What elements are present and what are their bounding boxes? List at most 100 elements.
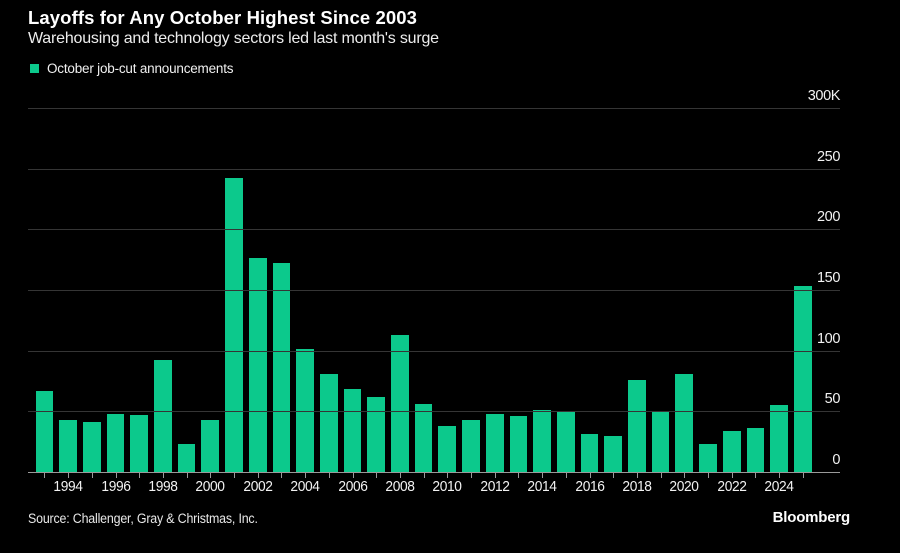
- x-tick-2008: [399, 473, 401, 478]
- x-axis-label-2016: 2016: [574, 479, 605, 495]
- x-tick-2018: [636, 473, 638, 478]
- bar-2004[interactable]: [296, 349, 314, 472]
- x-axis-label-2012: 2012: [480, 479, 510, 495]
- bar-2001[interactable]: [225, 178, 243, 472]
- bar-2025[interactable]: [793, 286, 812, 472]
- bar-1998[interactable]: [154, 360, 172, 472]
- bar-2012[interactable]: [485, 413, 504, 472]
- bar-2015[interactable]: [556, 411, 575, 472]
- gridline-50: [28, 411, 840, 413]
- bar-2000[interactable]: [201, 419, 220, 472]
- x-tick-2004: [305, 473, 307, 478]
- x-tick-2021: [708, 473, 709, 478]
- x-axis-label-2010: 2010: [432, 479, 463, 495]
- y-axis-label-100: 100: [817, 330, 840, 347]
- x-tick-2009: [423, 473, 425, 478]
- bar-2006[interactable]: [343, 389, 362, 472]
- bar-1999[interactable]: [177, 444, 196, 472]
- x-axis-label-2000: 2000: [195, 479, 226, 495]
- gridline-200: [28, 229, 840, 231]
- x-tick-2011: [471, 473, 472, 478]
- x-axis-label-2022: 2022: [717, 479, 747, 495]
- bar-2016[interactable]: [580, 434, 599, 472]
- bar-2020[interactable]: [675, 373, 694, 472]
- legend-label: October job-cut announcements: [47, 61, 234, 76]
- y-axis-label-50: 50: [824, 391, 841, 408]
- bar-1997[interactable]: [130, 414, 149, 472]
- x-axis-label-2006: 2006: [337, 479, 368, 495]
- bar-2023[interactable]: [746, 428, 765, 472]
- y-axis-label-300: 300K: [807, 88, 841, 104]
- x-tick-2010: [447, 473, 449, 478]
- x-tick-2006: [352, 473, 354, 478]
- y-axis-label-150: 150: [817, 270, 840, 286]
- bloomberg-logo: Bloomberg: [772, 509, 851, 526]
- bar-1995[interactable]: [82, 422, 101, 472]
- bar-2019[interactable]: [651, 411, 670, 472]
- x-tick-2019: [660, 473, 662, 478]
- x-tick-1993: [44, 473, 46, 478]
- bar-2003[interactable]: [272, 263, 291, 472]
- x-tick-1996: [115, 473, 117, 478]
- x-tick-2014: [542, 473, 544, 478]
- bar-1994[interactable]: [59, 419, 77, 472]
- x-axis-label-2002: 2002: [243, 479, 273, 495]
- bar-2018[interactable]: [628, 379, 646, 472]
- source-note: Source: Challenger, Gray & Christmas, In…: [28, 511, 258, 526]
- chart-subtitle: Warehousing and technology sectors led l…: [28, 30, 439, 47]
- x-tick-2025: [802, 473, 804, 478]
- bar-1993[interactable]: [35, 390, 54, 472]
- x-axis-label-2004: 2004: [290, 479, 321, 495]
- x-axis-label-2024: 2024: [764, 479, 795, 495]
- x-tick-2002: [257, 473, 259, 478]
- x-axis-label-2008: 2008: [385, 479, 415, 495]
- bar-1996[interactable]: [106, 413, 125, 472]
- bar-2013[interactable]: [509, 416, 528, 472]
- bar-2014[interactable]: [533, 410, 551, 472]
- x-axis-line: [28, 472, 840, 473]
- x-tick-1994: [68, 473, 70, 478]
- x-tick-1999: [186, 473, 188, 478]
- x-tick-2015: [565, 473, 567, 478]
- x-axis-label-1994: 1994: [53, 479, 84, 495]
- x-tick-2012: [494, 473, 496, 478]
- bar-2009[interactable]: [414, 404, 433, 472]
- legend: October job-cut announcements: [30, 61, 234, 76]
- chart-title: Layoffs for Any October Highest Since 20…: [28, 7, 418, 28]
- bar-2007[interactable]: [367, 396, 386, 472]
- bar-2005[interactable]: [319, 373, 338, 472]
- x-tick-2005: [328, 473, 330, 478]
- x-tick-2023: [755, 473, 757, 478]
- x-axis-label-2020: 2020: [669, 479, 700, 495]
- bar-2011[interactable]: [462, 419, 480, 472]
- bar-2002[interactable]: [248, 258, 267, 472]
- bar-2021[interactable]: [699, 444, 717, 472]
- x-tick-2017: [613, 473, 615, 478]
- x-axis-label-2018: 2018: [622, 479, 652, 495]
- y-axis-label-0: 0: [832, 452, 840, 468]
- y-axis-label-250: 250: [817, 148, 840, 165]
- x-axis-label-1998: 1998: [148, 479, 178, 495]
- x-tick-2022: [731, 473, 733, 478]
- bar-2022[interactable]: [722, 430, 741, 472]
- gridline-250: [28, 168, 840, 170]
- x-tick-1998: [162, 473, 164, 478]
- gridline-150: [28, 290, 840, 291]
- x-tick-2016: [589, 473, 591, 478]
- gridline-100: [28, 350, 840, 352]
- x-tick-2007: [376, 473, 378, 478]
- bar-2017[interactable]: [604, 435, 623, 472]
- x-tick-2001: [234, 473, 235, 478]
- legend-swatch-icon: [30, 64, 39, 73]
- y-axis-label-200: 200: [817, 209, 840, 226]
- gridline-300: [28, 108, 840, 109]
- x-tick-2020: [684, 473, 686, 478]
- x-tick-2000: [210, 473, 212, 478]
- x-tick-1995: [91, 473, 93, 478]
- bar-2008[interactable]: [391, 334, 409, 472]
- bar-2010[interactable]: [438, 425, 457, 472]
- bar-2024[interactable]: [770, 405, 788, 472]
- x-tick-2024: [779, 473, 781, 478]
